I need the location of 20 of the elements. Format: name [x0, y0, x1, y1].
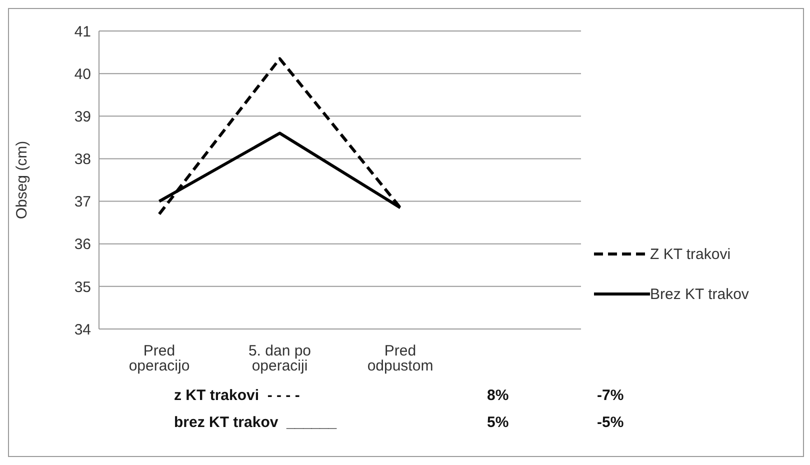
- text: -7%: [597, 387, 624, 404]
- text: brez KT trakov ______: [174, 414, 337, 431]
- legend-label: Z KT trakovi: [650, 246, 731, 262]
- y-tick-label: 37: [74, 194, 91, 211]
- x-tick-label: Pred odpustom: [367, 342, 434, 375]
- y-tick-label: 38: [74, 151, 91, 168]
- y-tick-label: 35: [74, 278, 91, 296]
- x-tick-label: Pred operacijo: [128, 342, 190, 375]
- y-tick-label: 34: [74, 321, 91, 338]
- y-tick-label: 36: [74, 236, 91, 254]
- y-tick-label: 41: [74, 23, 91, 40]
- x-tick-label: 5. dan po operaciji: [248, 342, 312, 375]
- text: 8%: [487, 387, 509, 404]
- legend-label: Brez KT trakov: [650, 286, 749, 302]
- text: -5%: [597, 414, 624, 431]
- text: z KT trakovi - - - -: [174, 387, 300, 404]
- y-tick-label: 39: [74, 108, 91, 126]
- y-tick-label: 40: [74, 66, 91, 83]
- text: 5%: [487, 414, 509, 431]
- y-axis-title: Obseg (cm): [13, 140, 30, 220]
